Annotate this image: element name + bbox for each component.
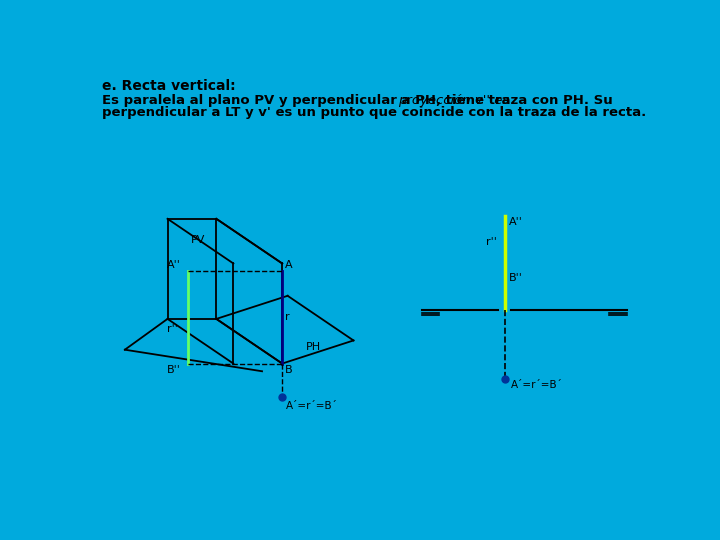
Text: A'': A'' (508, 217, 523, 227)
Text: A'': A'' (167, 260, 181, 269)
Text: r: r (285, 312, 290, 322)
Text: r'': r'' (167, 324, 178, 334)
Text: B'': B'' (508, 273, 523, 283)
Text: A´=r´=B´: A´=r´=B´ (286, 401, 338, 410)
Text: B: B (285, 365, 293, 375)
Text: e. Recta vertical:: e. Recta vertical: (102, 79, 235, 93)
Text: PV: PV (191, 235, 205, 245)
Text: proyección v'' es: proyección v'' es (398, 94, 510, 107)
Text: r'': r'' (486, 237, 497, 247)
Text: PH: PH (305, 342, 320, 353)
Text: A´=r´=B´: A´=r´=B´ (510, 381, 563, 390)
Text: Es paralela al plano PV y perpendicular a PH, tiene traza con PH. Su: Es paralela al plano PV y perpendicular … (102, 94, 617, 107)
Text: B'': B'' (167, 365, 181, 375)
Text: A: A (285, 260, 293, 269)
Text: perpendicular a LT y v' es un punto que coincide con la traza de la recta.: perpendicular a LT y v' es un punto que … (102, 106, 646, 119)
